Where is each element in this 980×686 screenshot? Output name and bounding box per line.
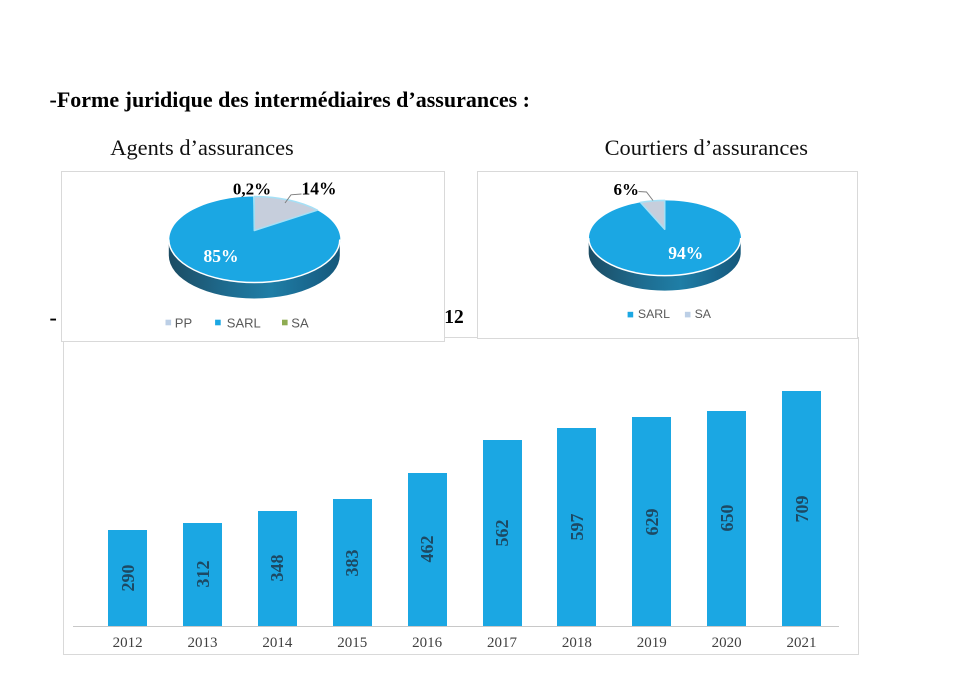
svg-text:SARL: SARL: [637, 306, 669, 320]
svg-text:85%: 85%: [203, 245, 238, 265]
svg-text:SA: SA: [694, 306, 711, 320]
svg-text:94%: 94%: [668, 243, 703, 263]
svg-text:SARL: SARL: [226, 315, 260, 330]
svg-text:0,2%: 0,2%: [232, 179, 270, 198]
svg-text:SA: SA: [291, 315, 309, 330]
svg-text:14%: 14%: [301, 178, 336, 198]
svg-text:6%: 6%: [613, 179, 639, 198]
svg-text:PP: PP: [174, 315, 191, 330]
